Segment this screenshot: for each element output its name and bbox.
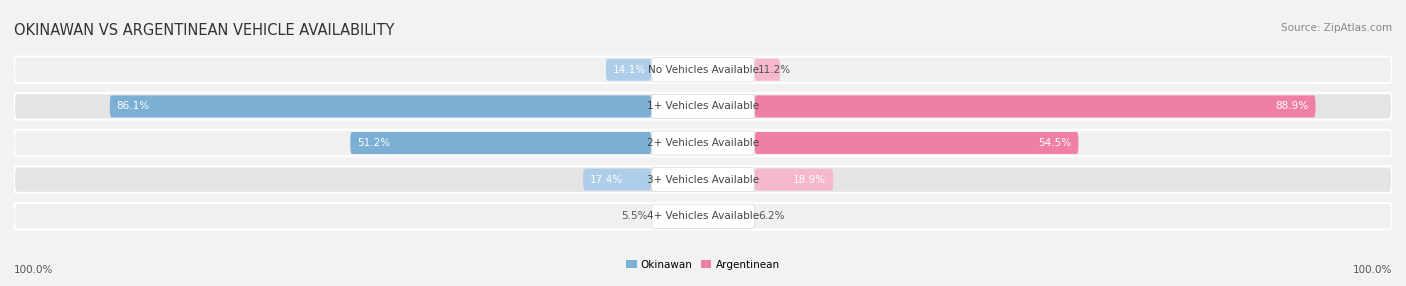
Text: 4+ Vehicles Available: 4+ Vehicles Available <box>647 211 759 221</box>
Text: OKINAWAN VS ARGENTINEAN VEHICLE AVAILABILITY: OKINAWAN VS ARGENTINEAN VEHICLE AVAILABI… <box>14 23 395 38</box>
FancyBboxPatch shape <box>14 130 1392 156</box>
FancyBboxPatch shape <box>14 93 1392 120</box>
Text: 14.1%: 14.1% <box>613 65 645 75</box>
FancyBboxPatch shape <box>651 94 755 118</box>
Text: 18.9%: 18.9% <box>793 175 827 184</box>
Text: 86.1%: 86.1% <box>117 102 150 111</box>
FancyBboxPatch shape <box>651 131 755 155</box>
Text: No Vehicles Available: No Vehicles Available <box>648 65 758 75</box>
FancyBboxPatch shape <box>651 168 755 192</box>
FancyBboxPatch shape <box>606 59 651 81</box>
FancyBboxPatch shape <box>755 169 834 190</box>
Text: 88.9%: 88.9% <box>1275 102 1309 111</box>
FancyBboxPatch shape <box>665 205 688 227</box>
Text: 17.4%: 17.4% <box>591 175 623 184</box>
Text: 11.2%: 11.2% <box>758 65 792 75</box>
FancyBboxPatch shape <box>14 166 1392 193</box>
FancyBboxPatch shape <box>755 132 1078 154</box>
Text: 6.2%: 6.2% <box>758 211 785 221</box>
FancyBboxPatch shape <box>583 169 651 190</box>
FancyBboxPatch shape <box>718 205 744 227</box>
Text: 54.5%: 54.5% <box>1039 138 1071 148</box>
Text: 5.5%: 5.5% <box>621 211 648 221</box>
Text: 2+ Vehicles Available: 2+ Vehicles Available <box>647 138 759 148</box>
Text: Source: ZipAtlas.com: Source: ZipAtlas.com <box>1281 23 1392 33</box>
FancyBboxPatch shape <box>350 132 651 154</box>
FancyBboxPatch shape <box>14 57 1392 83</box>
FancyBboxPatch shape <box>755 59 780 81</box>
Text: 100.0%: 100.0% <box>1353 265 1392 275</box>
FancyBboxPatch shape <box>755 96 1316 117</box>
FancyBboxPatch shape <box>651 204 755 228</box>
Text: 100.0%: 100.0% <box>14 265 53 275</box>
FancyBboxPatch shape <box>651 58 755 82</box>
Text: 1+ Vehicles Available: 1+ Vehicles Available <box>647 102 759 111</box>
FancyBboxPatch shape <box>14 203 1392 229</box>
Text: 51.2%: 51.2% <box>357 138 391 148</box>
FancyBboxPatch shape <box>110 96 651 117</box>
Text: 3+ Vehicles Available: 3+ Vehicles Available <box>647 175 759 184</box>
Legend: Okinawan, Argentinean: Okinawan, Argentinean <box>626 260 780 270</box>
